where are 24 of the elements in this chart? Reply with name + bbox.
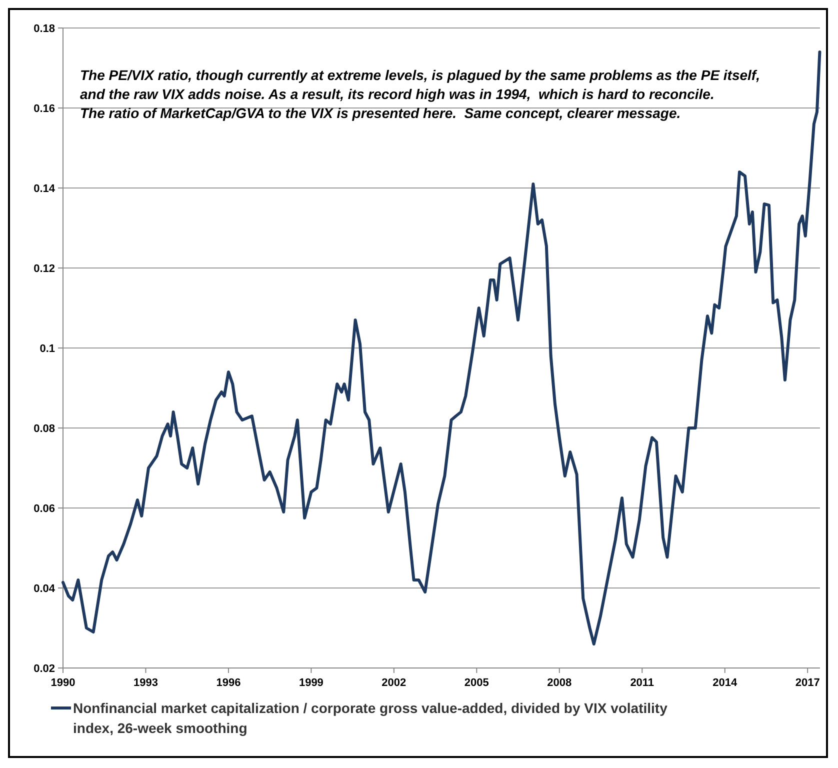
x-tick-label: 2011 — [630, 677, 654, 689]
y-tick-label: 0.14 — [34, 182, 56, 195]
y-tick-label: 0.08 — [34, 422, 55, 435]
x-tick-label: 1993 — [133, 677, 158, 689]
x-tick-label: 1990 — [50, 677, 76, 689]
x-tick-label: 2002 — [382, 677, 406, 689]
annotation: The ratio of MarketCap/GVA to the VIX is presented here. Same concept, clearer message. — [80, 105, 681, 121]
y-tick-label: 0.12 — [34, 262, 55, 275]
annotation: and the raw VIX adds noise. As a result, its record high was in 1994, which is hard to reconcile. — [80, 86, 714, 102]
x-tick-label: 2005 — [464, 677, 489, 689]
annotation: The PE/VIX ratio, though currently at extreme levels, is plagued by the same problems as the PE itself, — [80, 67, 760, 83]
x-tick-label: 2017 — [795, 677, 820, 689]
x-tick-label: 2014 — [712, 677, 738, 689]
x-tick-label: 2008 — [547, 677, 572, 689]
y-tick-label: 0.18 — [34, 22, 55, 35]
y-tick-label: 0.06 — [34, 502, 55, 515]
y-tick-label: 0.04 — [34, 582, 56, 595]
y-tick-label: 0.16 — [34, 102, 55, 115]
x-tick-label: 1999 — [298, 677, 324, 689]
legend-label: Nonfinancial market capitalization / corporate gross value-added, divided by VIX volatility index, 26-week smoothing — [73, 700, 668, 736]
y-tick-label: 0.02 — [34, 662, 55, 675]
x-tick-label: 1996 — [216, 677, 241, 689]
line-series — [62, 50, 822, 646]
y-tick-label: 0.1 — [40, 342, 55, 355]
